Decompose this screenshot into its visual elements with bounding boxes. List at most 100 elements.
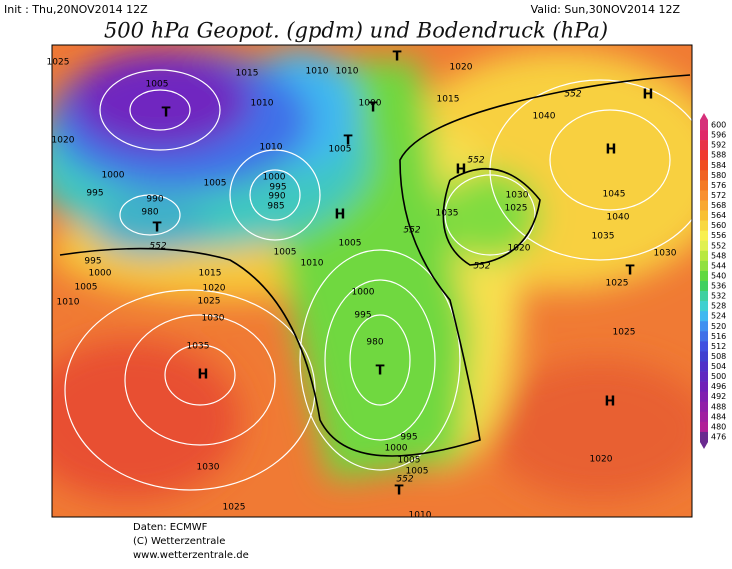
isobar-label: 1005 [329, 145, 352, 155]
colorbar-label: 580 [711, 171, 726, 180]
colorbar-label: 544 [711, 261, 726, 270]
isobar-label: 1005 [274, 248, 297, 258]
isobar-label: 1005 [406, 467, 429, 477]
colorbar-swatch [700, 351, 708, 362]
isobar-label: 1010 [306, 67, 329, 77]
isobar-label: 1015 [437, 95, 460, 105]
isobar-label: 1015 [199, 269, 222, 279]
pressure-center: T [393, 50, 402, 65]
colorbar-label: 584 [711, 161, 726, 170]
colorbar-label: 532 [711, 292, 726, 301]
colorbar-label: 516 [711, 332, 726, 341]
colorbar-label: 524 [711, 312, 726, 321]
colorbar-swatch [700, 240, 708, 252]
isobar-label: 1005 [75, 283, 98, 293]
isobar-label: 1005 [339, 239, 362, 249]
colorbar-swatch [700, 391, 708, 403]
colorbar-label: 488 [711, 402, 726, 411]
isobar-label: 995 [84, 257, 101, 267]
isobar-label: 1005 [398, 456, 421, 466]
isobar-label: 1005 [204, 179, 227, 189]
isobar-label: 990 [268, 192, 285, 202]
colorbar-swatch [700, 160, 708, 171]
isobar-label: 995 [400, 433, 417, 443]
pressure-center: H [198, 368, 209, 383]
colorbar-label: 504 [711, 362, 726, 371]
colorbar-swatch [700, 260, 708, 272]
colorbar-label: 588 [711, 151, 726, 160]
geopotential-label: 552 [149, 242, 166, 252]
colorbar-label: 568 [711, 201, 726, 210]
colorbar-swatch [700, 120, 708, 131]
colorbar-swatch [700, 180, 708, 191]
isobar-label: 1040 [607, 213, 630, 223]
pressure-center: T [395, 484, 404, 499]
isobar-label: 980 [366, 338, 383, 348]
colorbar-label: 556 [711, 231, 726, 240]
colorbar-swatch [700, 431, 708, 443]
isobar-label: 1010 [409, 511, 432, 521]
pressure-center: H [605, 395, 616, 410]
isobar-label: 1045 [603, 190, 626, 200]
colorbar-swatch [700, 210, 708, 221]
colorbar-swatch [700, 341, 708, 352]
isobar-label: 1030 [506, 191, 529, 201]
footer-line: (C) Wetterzentrale [133, 536, 225, 547]
isobar-label: 1030 [197, 463, 220, 473]
isobar-label: 1035 [436, 209, 459, 219]
colorbar-swatch [700, 140, 708, 151]
colorbar-label: 572 [711, 191, 726, 200]
colorbar-swatch [700, 411, 708, 423]
colorbar-label: 600 [711, 121, 726, 130]
isobar-label: 980 [141, 208, 158, 218]
colorbar-swatch [700, 150, 708, 161]
colorbar-swatch [700, 190, 708, 201]
isobar-label: 1020 [203, 284, 226, 294]
pressure-center: T [153, 221, 162, 236]
colorbar-label: 476 [711, 432, 726, 441]
colorbar-label: 528 [711, 302, 726, 311]
isobar-label: 1025 [613, 328, 636, 338]
isobar-label: 1020 [590, 455, 613, 465]
isobar-label: 995 [354, 311, 371, 321]
colorbar-cap-bottom [700, 442, 708, 449]
colorbar-label: 512 [711, 342, 726, 351]
pressure-center: H [643, 88, 654, 103]
colorbar-label: 536 [711, 282, 726, 291]
init-time: Init : Thu,20NOV2014 12Z [4, 3, 148, 16]
isobar-label: 1025 [47, 58, 70, 68]
isobar-label: 995 [86, 189, 103, 199]
colorbar-label: 508 [711, 352, 726, 361]
isobar-label: 1010 [260, 143, 283, 153]
isobar-label: 1025 [606, 279, 629, 289]
colorbar-label: 480 [711, 422, 726, 431]
colorbar-label: 484 [711, 412, 726, 421]
pressure-center: T [626, 264, 635, 279]
isobar-label: 1040 [533, 112, 556, 122]
isobar-label: 1000 [263, 173, 286, 183]
map-field [52, 45, 692, 517]
colorbar-swatch [700, 130, 708, 141]
colorbar-label: 596 [711, 131, 726, 140]
isobar-label: 1035 [592, 232, 615, 242]
colorbar-swatch [700, 301, 708, 312]
colorbar-swatch [700, 250, 708, 262]
colorbar-label: 564 [711, 211, 726, 220]
pressure-center: H [456, 163, 467, 178]
isobar-label: 1000 [385, 444, 408, 454]
isobar-label: 1025 [505, 204, 528, 214]
colorbar-label: 500 [711, 372, 726, 381]
pressure-center: T [376, 364, 385, 379]
colorbar-label: 552 [711, 241, 726, 250]
isobar-label: 1020 [52, 136, 75, 146]
colorbar-swatch [700, 270, 708, 282]
isobar-label: 1005 [146, 80, 169, 90]
isobar-label: 1010 [336, 67, 359, 77]
isobar-label: 995 [269, 183, 286, 193]
colorbar-label: 496 [711, 382, 726, 391]
colorbar-swatch [700, 321, 708, 332]
colorbar-cap-top [700, 113, 708, 120]
colorbar-swatch [700, 230, 708, 242]
pressure-center: T [162, 106, 171, 121]
isobar-label: 1010 [57, 298, 80, 308]
